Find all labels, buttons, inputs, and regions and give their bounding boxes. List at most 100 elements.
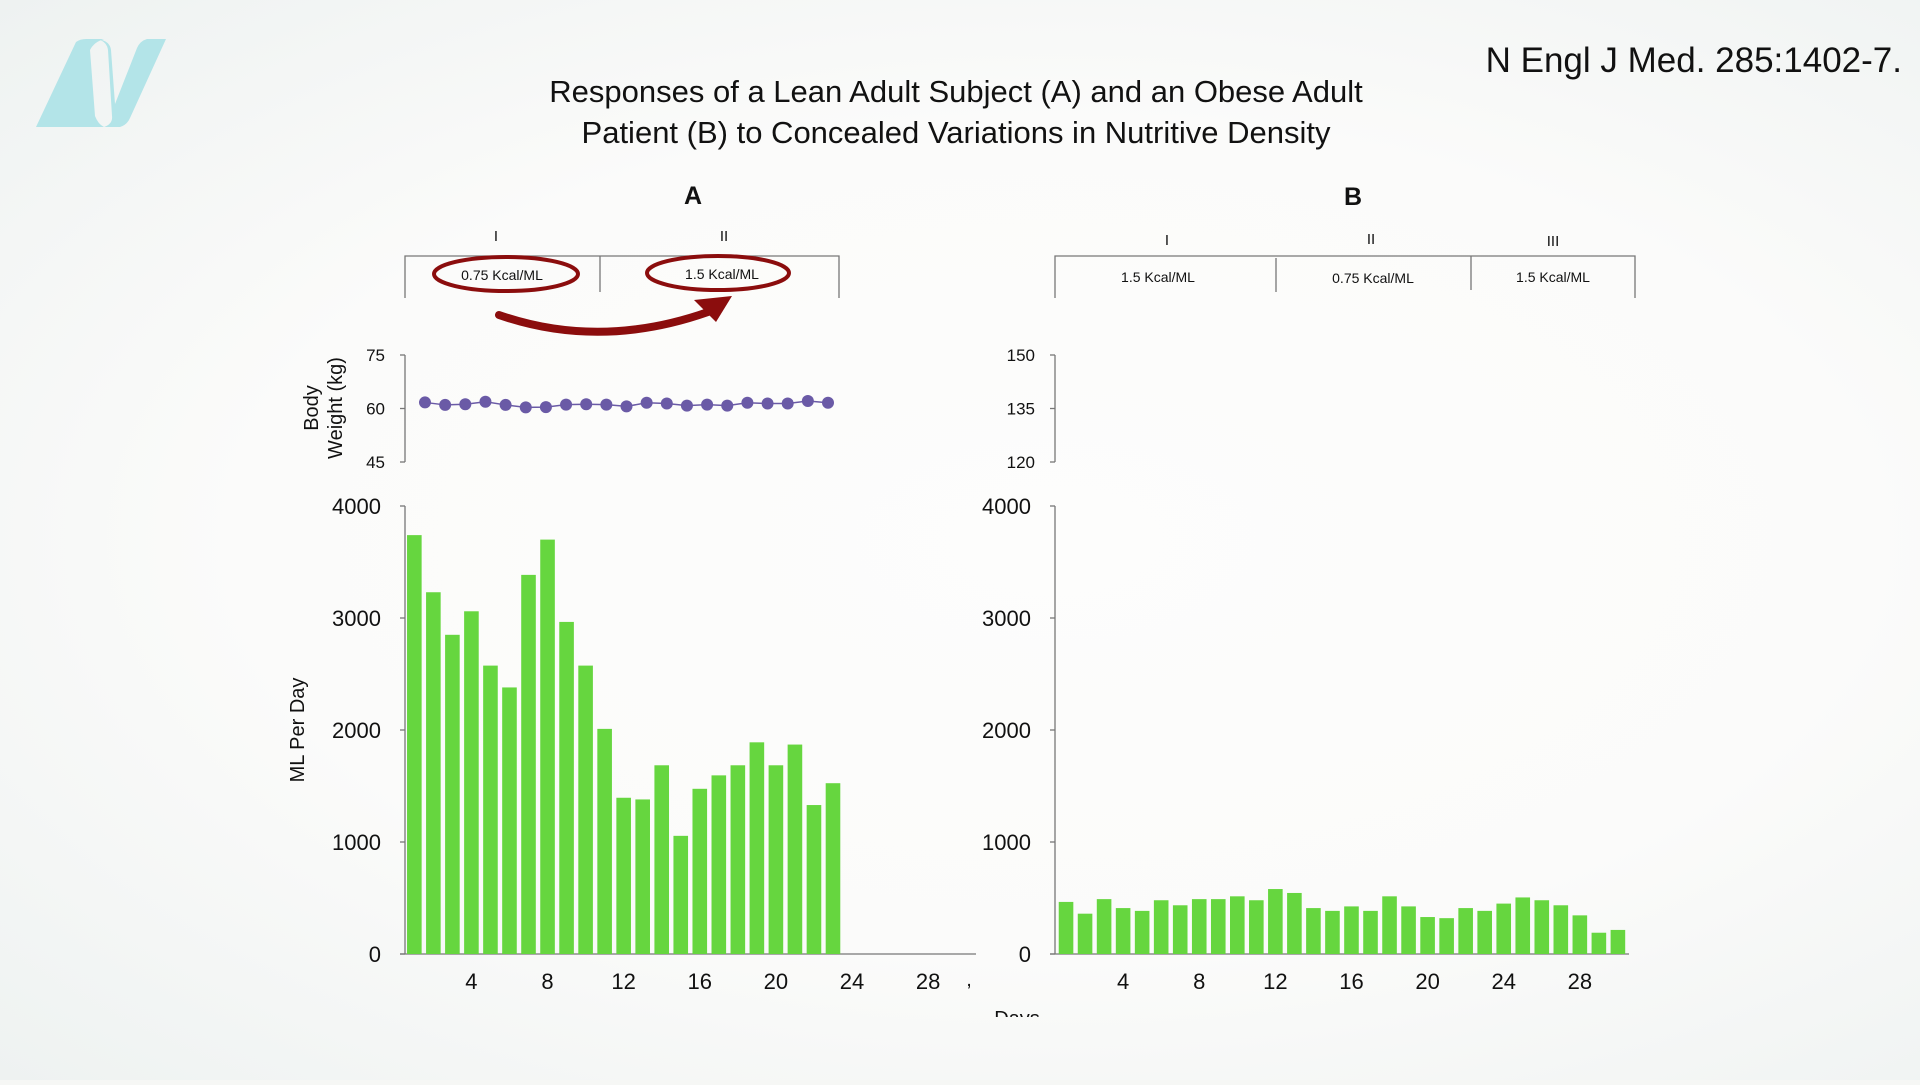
period-roman: III xyxy=(1547,233,1560,250)
day-tick-label: 12 xyxy=(1263,969,1287,994)
intake-bar xyxy=(1458,908,1473,954)
day-tick-label: 16 xyxy=(688,969,712,994)
title-line-1: Responses of a Lean Adult Subject (A) an… xyxy=(549,74,1363,109)
intake-bar xyxy=(616,797,631,954)
weight-ylabel-line1: Body xyxy=(301,385,323,431)
weight-point xyxy=(781,397,794,410)
weight-point xyxy=(580,398,593,411)
intake-bar xyxy=(787,744,803,954)
intake-bar xyxy=(1134,910,1150,954)
weight-tick-label: 45 xyxy=(366,453,385,472)
day-tick-label: 20 xyxy=(1415,969,1439,994)
intake-bar xyxy=(825,783,841,954)
intake-bar xyxy=(1172,905,1188,954)
intake-bar xyxy=(1268,889,1283,954)
weight-point xyxy=(721,399,734,412)
intake-bar xyxy=(768,765,784,954)
intake-bar xyxy=(1115,908,1131,954)
intake-bar xyxy=(1382,896,1397,954)
weight-point xyxy=(680,399,693,412)
intake-bar xyxy=(1325,910,1340,954)
intake-tick-label: 1000 xyxy=(332,830,381,855)
day-tick-label: 28 xyxy=(916,969,940,994)
intake-bar xyxy=(1439,918,1454,954)
intake-bar xyxy=(1249,900,1264,954)
period-density: 1.5 Kcal/ML xyxy=(1516,269,1590,285)
intake-bar xyxy=(597,728,612,954)
period-roman: I xyxy=(494,228,498,245)
day-tick-label: 24 xyxy=(840,969,864,994)
intake-bar xyxy=(1153,900,1169,954)
weight-point xyxy=(822,396,834,409)
intake-bar xyxy=(730,765,746,954)
weight-point xyxy=(459,398,472,411)
period-roman: II xyxy=(1367,231,1375,248)
intake-bar xyxy=(711,775,727,954)
panel-b-period-header: I II III 1.5 Kcal/ML 0.75 Kcal/ML 1.5 Kc… xyxy=(1054,231,1636,298)
day-tick-label: 12 xyxy=(611,969,635,994)
intake-bar xyxy=(1096,899,1112,954)
period-density: 0.75 Kcal/ML xyxy=(461,267,543,283)
period-density: 1.5 Kcal/ML xyxy=(1121,269,1195,285)
brand-logo xyxy=(36,39,166,127)
intake-bar xyxy=(635,799,650,954)
weight-point xyxy=(519,401,532,414)
intake-bar xyxy=(1344,906,1359,954)
intake-bar xyxy=(692,788,708,954)
intake-bar xyxy=(540,539,555,954)
intake-tick-label: 3000 xyxy=(982,606,1031,631)
panel-label-b: B xyxy=(1344,183,1362,211)
intake-tick-label: 3000 xyxy=(332,606,381,631)
intake-bar xyxy=(559,621,574,954)
period-density: 0.75 Kcal/ML xyxy=(1332,270,1414,286)
intake-bar xyxy=(1420,917,1435,954)
intake-bar xyxy=(1534,900,1550,954)
intake-tick-label: 1000 xyxy=(982,830,1031,855)
intake-bar xyxy=(426,592,441,954)
intake-bar xyxy=(1363,910,1378,954)
period-roman: I xyxy=(1165,232,1169,249)
weight-point xyxy=(701,398,714,411)
weight-point xyxy=(419,396,431,409)
arrowhead-icon xyxy=(694,296,732,322)
weight-point xyxy=(660,397,673,410)
day-tick-label: 20 xyxy=(764,969,788,994)
highlight-ellipse xyxy=(645,254,791,292)
period-density: 1.5 Kcal/ML xyxy=(685,266,759,282)
weight-point xyxy=(600,398,613,411)
intake-tick-label: 0 xyxy=(1019,942,1031,967)
intake-bar xyxy=(1496,903,1512,954)
intake-xlabel: Days xyxy=(994,1008,1040,1030)
intake-bar xyxy=(483,665,498,954)
intake-bar xyxy=(1591,932,1607,954)
intake-bar xyxy=(1306,908,1321,954)
intake-tick-label: 2000 xyxy=(332,718,381,743)
panel-a-period-header: I II 0.75 Kcal/ML 1.5 Kcal/ML xyxy=(404,228,840,336)
weight-point xyxy=(479,395,492,408)
weight-point xyxy=(620,400,633,413)
intake-bar xyxy=(1572,915,1588,954)
intake-bar xyxy=(1077,913,1093,954)
weight-point xyxy=(560,398,573,411)
intake-bar xyxy=(1210,899,1226,954)
intake-tick-label: 0 xyxy=(369,942,381,967)
intake-bar xyxy=(445,634,460,954)
intake-tick-label: 2000 xyxy=(982,718,1031,743)
days-label-clip: Days xyxy=(994,1008,1040,1030)
intake-ylabel: ML Per Day xyxy=(287,678,309,783)
weight-point xyxy=(640,396,653,409)
weight-ylabel-line2: Weight (kg) xyxy=(325,357,347,459)
day-tick-label: 24 xyxy=(1491,969,1515,994)
intake-bar xyxy=(654,765,670,954)
intake-bar xyxy=(464,611,479,954)
intake-bar xyxy=(1191,899,1207,954)
day-tick-label: 4 xyxy=(1117,969,1129,994)
weight-point xyxy=(801,395,814,408)
chart-marks: 75 60 45 4000 3000 2000 1000 0 4 8 12 16 20 24 28 150 13… xyxy=(332,346,1629,994)
weight-point xyxy=(499,398,512,411)
intake-bar xyxy=(1401,906,1416,954)
day-tick-label: 4 xyxy=(465,969,477,994)
intake-bar xyxy=(1477,910,1492,954)
